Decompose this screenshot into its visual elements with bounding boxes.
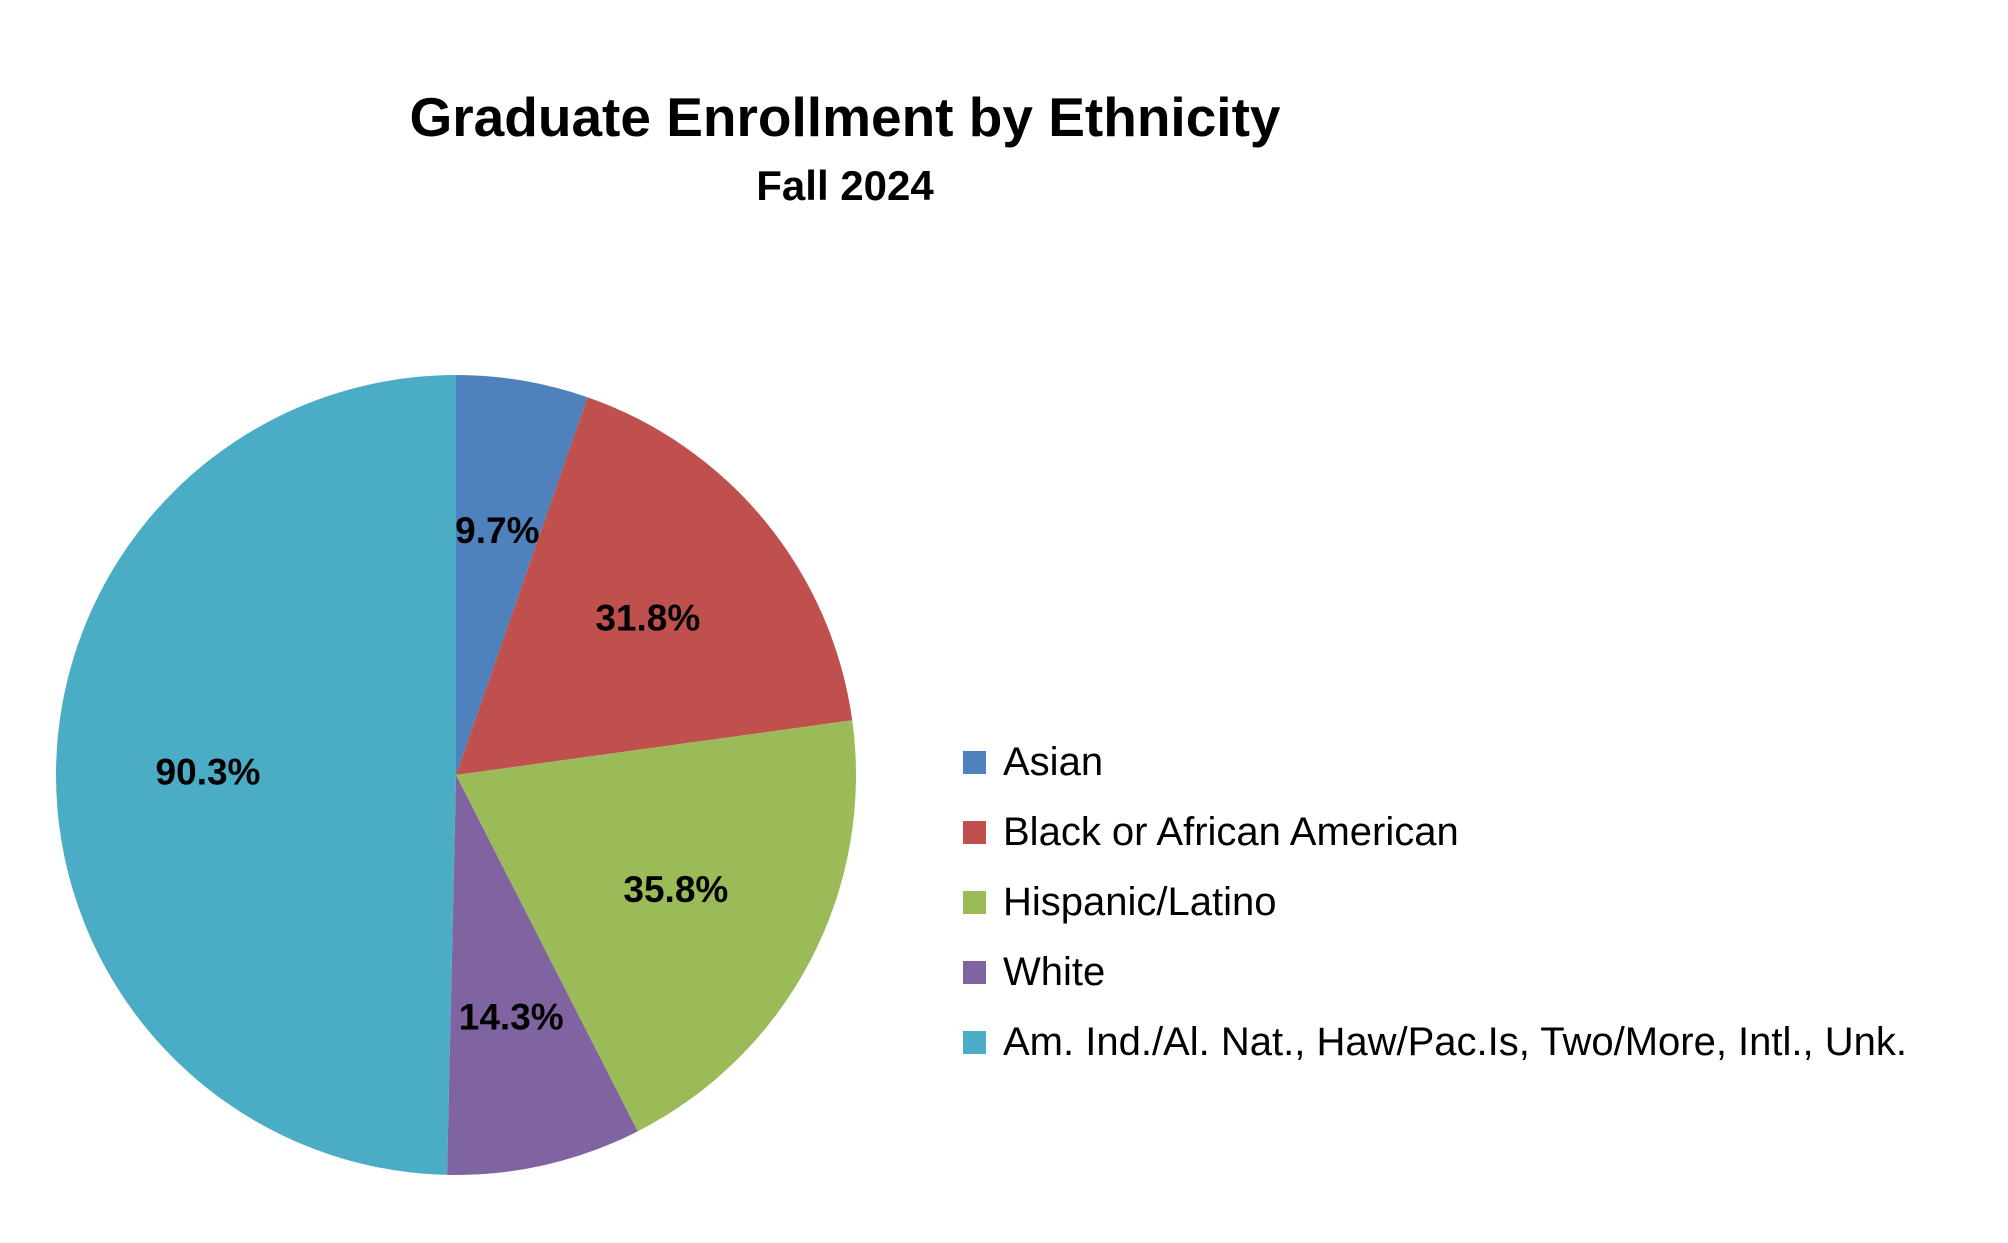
slice-data-label-0: 9.7% [455,510,539,551]
pie-slice-2 [456,720,856,1132]
pie-slice-1 [456,397,853,775]
legend-label: Hispanic/Latino [1003,880,1277,924]
slice-data-label-2: 35.8% [623,869,728,910]
legend-item-other-groups: Am. Ind./Al. Nat., Haw/Pac.Is, Two/More,… [963,1015,2003,1085]
legend-swatch [963,961,986,984]
legend-label: Am. Ind./Al. Nat., Haw/Pac.Is, Two/More,… [1003,1020,1908,1064]
pie-slice-0 [456,375,588,775]
legend: Asian Black or African American Hispanic… [963,735,2003,1085]
legend-swatch [963,751,986,774]
legend-label: White [1003,950,1106,994]
legend-item-asian: Asian [963,735,2003,805]
legend-item-hispanic-latino: Hispanic/Latino [963,875,2003,945]
pie-slice-3 [447,775,638,1175]
legend-swatch [963,821,986,844]
legend-label: Asian [1003,740,1104,784]
chart-subtitle: Fall 2024 [756,162,934,209]
slice-data-label-1: 31.8% [595,597,700,638]
legend-item-white: White [963,945,2003,1015]
legend-label: Black or African American [1003,810,1459,854]
slice-data-label-4: 90.3% [156,752,261,793]
pie-slice-4 [56,375,457,1175]
slice-data-label-3: 14.3% [459,996,564,1037]
chart-title: Graduate Enrollment by Ethnicity [409,86,1281,148]
legend-swatch [963,891,986,914]
legend-item-black-or-african-american: Black or African American [963,805,2003,875]
legend-swatch [963,1031,986,1054]
